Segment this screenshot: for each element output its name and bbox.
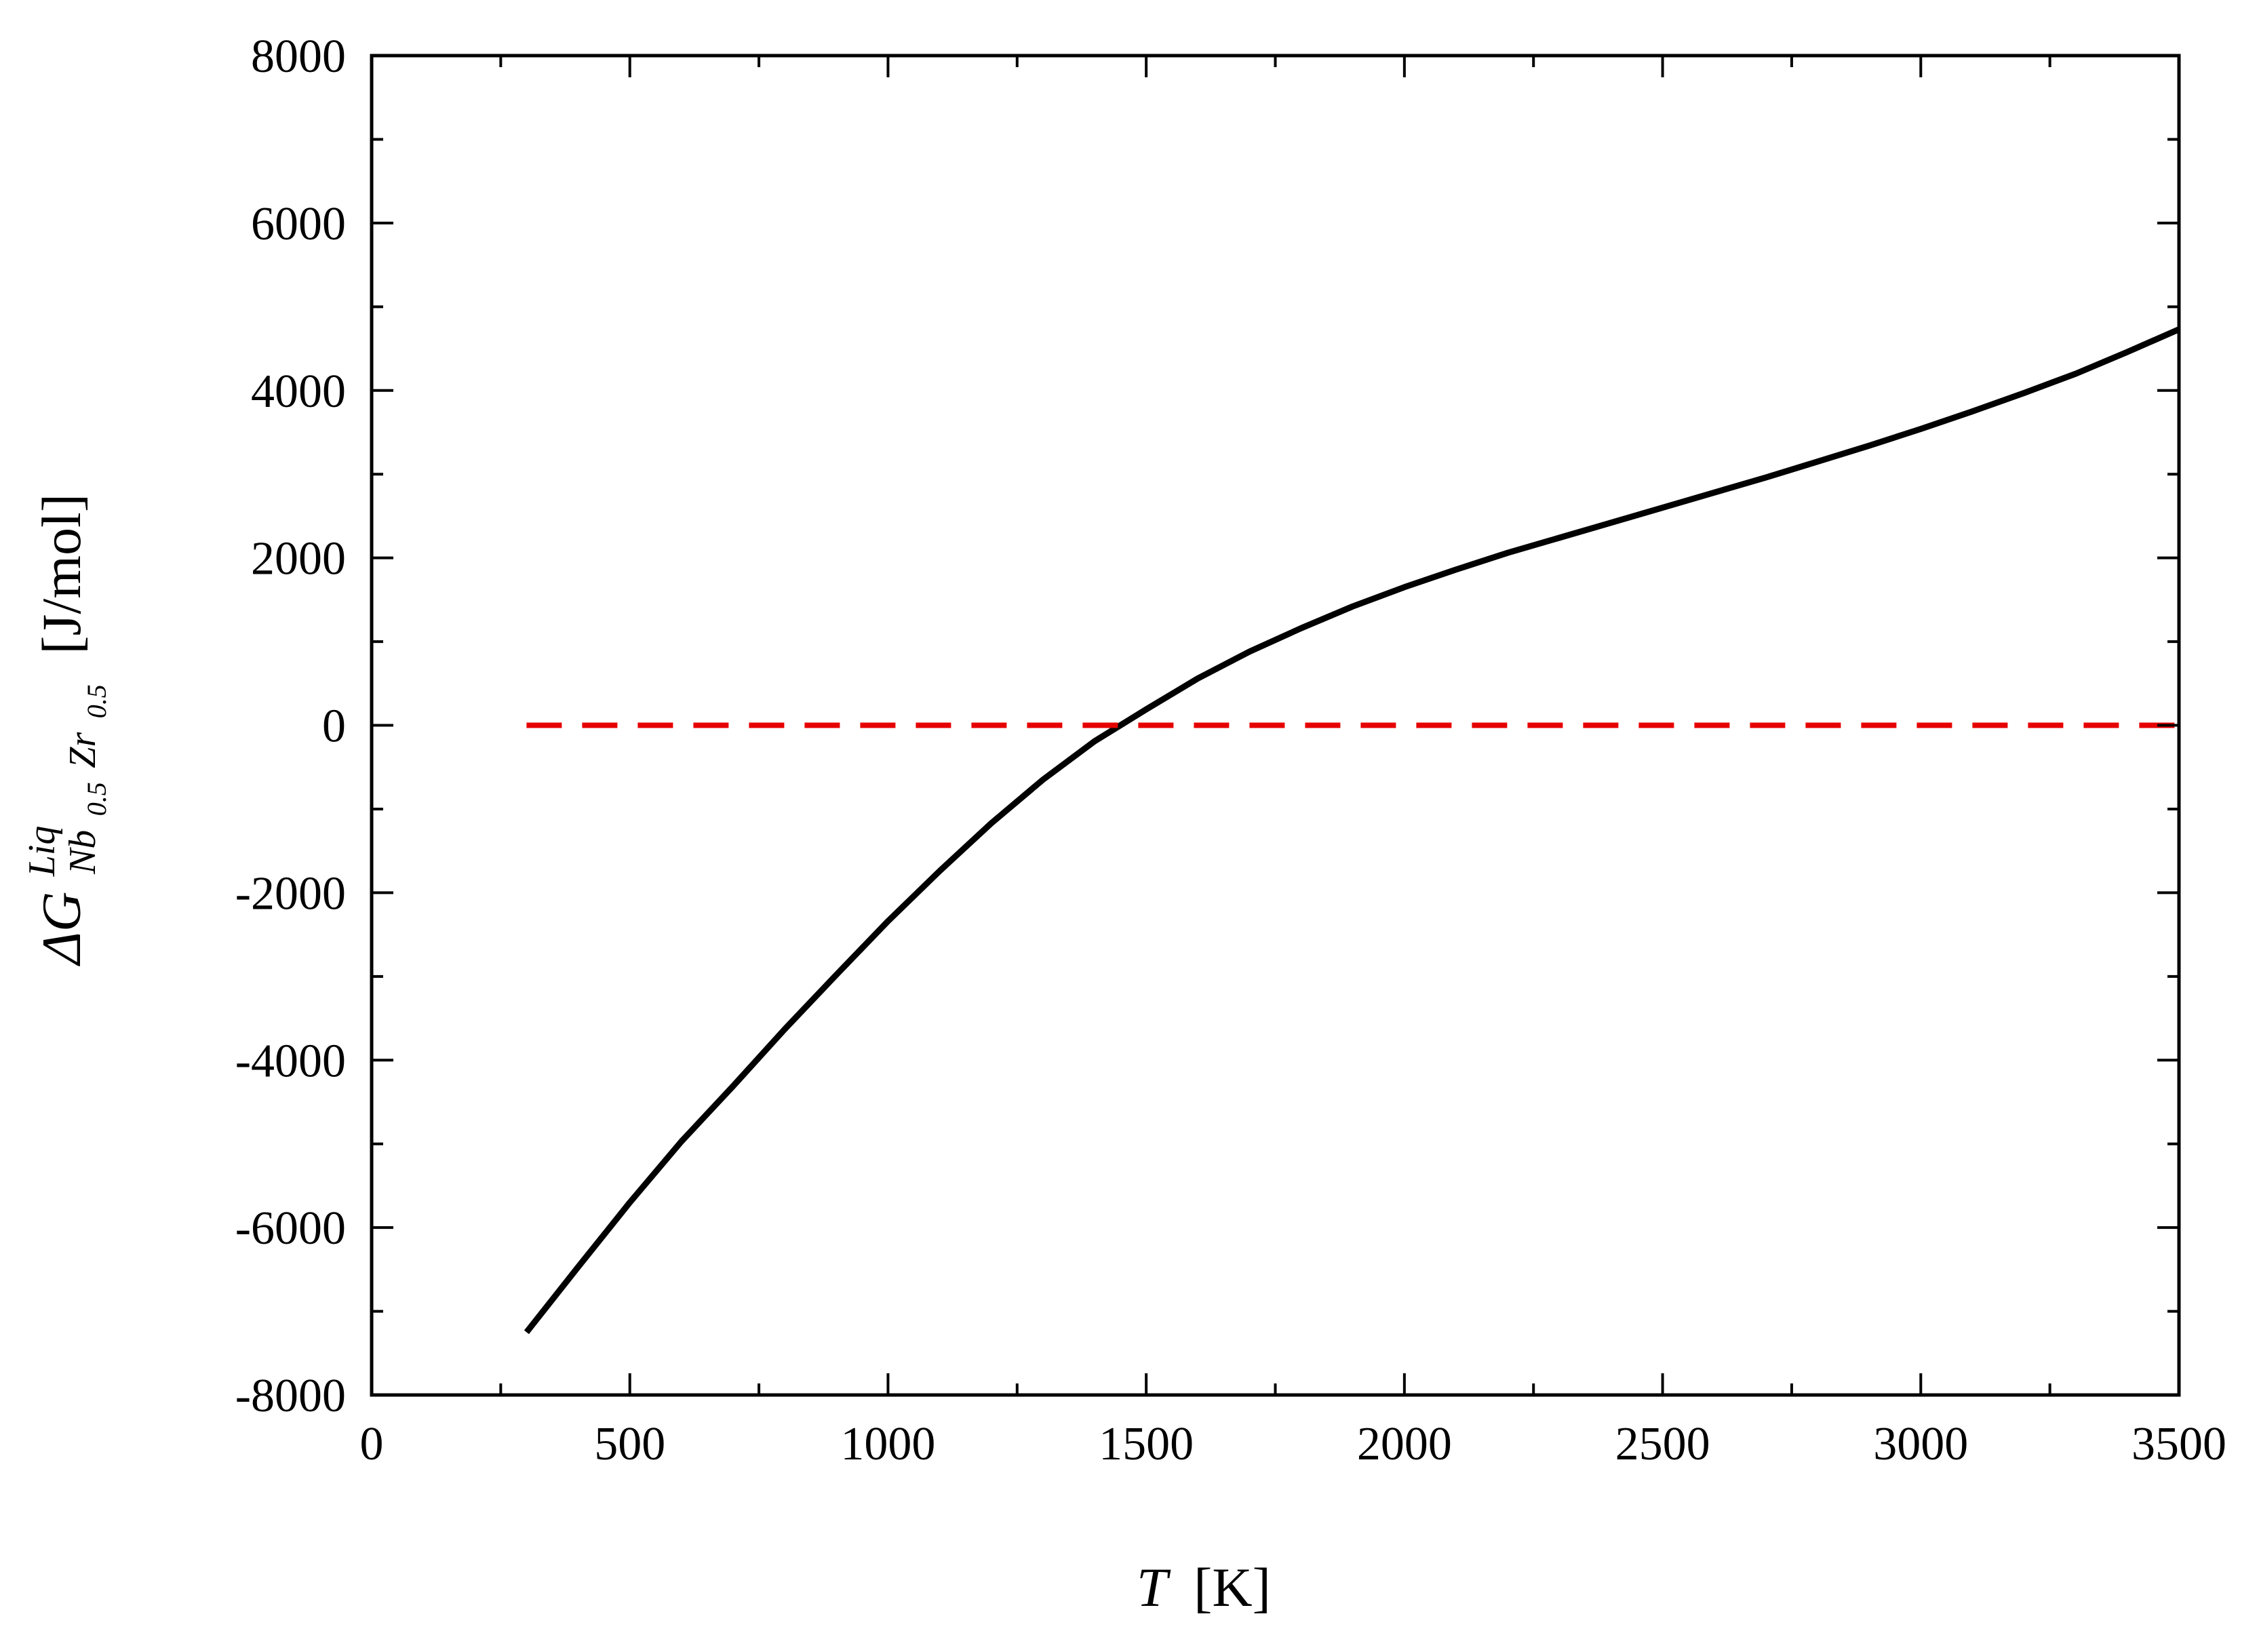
y-axis-superscript: Liq — [21, 826, 63, 878]
y-axis-sub-nb-index: 0.5 — [81, 782, 112, 816]
y-tick-label: 6000 — [251, 198, 346, 250]
x-tick-label: 500 — [594, 1418, 665, 1470]
x-tick-label: 1500 — [1099, 1418, 1194, 1470]
y-tick-label: 0 — [322, 701, 346, 753]
x-tick-label: 2500 — [1615, 1418, 1710, 1470]
y-tick-label: -6000 — [235, 1202, 346, 1255]
y-tick-label: 8000 — [251, 31, 346, 83]
x-tick-label: 2000 — [1357, 1418, 1452, 1470]
y-tick-label: -8000 — [235, 1370, 346, 1422]
x-axis-unit: [K] — [1194, 1556, 1271, 1618]
delta-g-curve — [524, 326, 2180, 1335]
x-tick-label: 1000 — [840, 1418, 935, 1470]
y-tick-label: -4000 — [235, 1035, 346, 1087]
y-axis-sub-nb: Nb — [62, 830, 104, 875]
y-tick-label: 2000 — [251, 533, 346, 585]
y-tick-label: 4000 — [251, 366, 346, 418]
x-tick-label: 0 — [360, 1418, 384, 1470]
svg-text:ΔG Liq Nb: ΔG Liq Nb 0.5 Zr 0.5 [J/mol] — [5, 494, 118, 966]
x-tick-label: 3500 — [2132, 1418, 2226, 1470]
y-tick-label: -2000 — [235, 867, 346, 920]
y-axis-sub-zr-index: 0.5 — [81, 684, 112, 718]
y-axis-sub-zr: Zr — [62, 732, 104, 768]
y-axis-symbol: ΔG — [31, 892, 92, 966]
x-axis-symbol: T — [1137, 1556, 1171, 1618]
x-axis-title: T [K] — [1137, 1556, 1271, 1618]
series-layer — [524, 326, 2180, 1335]
y-axis-title: ΔG Liq Nb 0.5 Zr 0.5 [J/mol] — [5, 494, 118, 966]
axis-layer: 0 500 1000 1500 2000 2500 3000 3500 -8000 -6000 -4… — [235, 31, 2226, 1470]
y-axis-unit: [J/mol] — [31, 494, 92, 654]
x-tick-label: 3000 — [1873, 1418, 1968, 1470]
